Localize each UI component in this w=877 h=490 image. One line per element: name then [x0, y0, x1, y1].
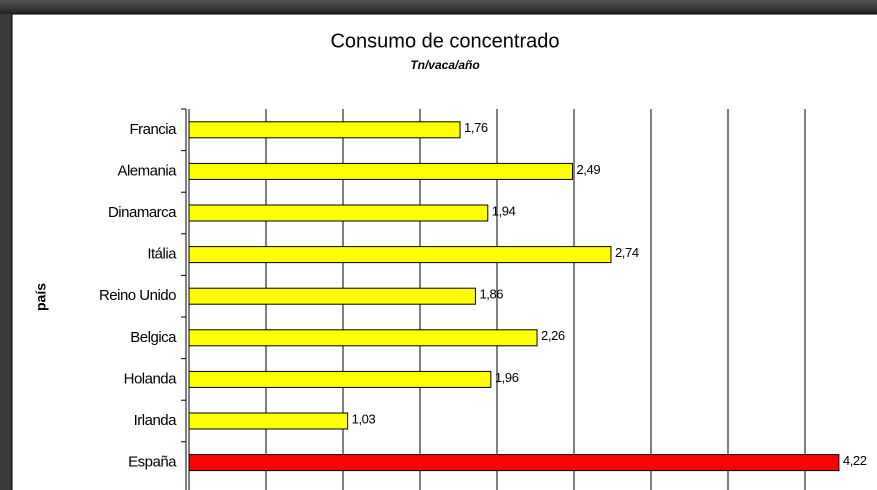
bar — [188, 162, 573, 180]
bar — [188, 204, 489, 222]
category-label: Belgica — [130, 329, 177, 346]
value-label: 1,03 — [352, 411, 376, 426]
value-label: 2,49 — [576, 162, 600, 177]
value-label: 4,22 — [843, 453, 867, 468]
bar — [188, 454, 840, 472]
value-label: 1,86 — [479, 287, 503, 302]
value-label: 1,94 — [492, 203, 516, 218]
category-label: Francia — [129, 121, 177, 138]
bar — [188, 121, 461, 139]
bar — [188, 370, 492, 388]
category-label: Irlanda — [134, 412, 178, 429]
bar — [188, 412, 349, 430]
chart-title: Consumo de concentrado — [330, 30, 559, 52]
bar — [188, 287, 476, 305]
category-label: Alemania — [117, 162, 177, 179]
bar — [188, 329, 538, 347]
value-label: 2,26 — [541, 328, 565, 343]
category-label: Itália — [147, 246, 177, 263]
value-label: 1,96 — [495, 370, 519, 385]
category-label: Dinamarca — [108, 204, 177, 221]
category-label: España — [128, 454, 177, 471]
category-label: Holanda — [124, 370, 178, 387]
bar — [188, 246, 612, 264]
y-axis-label: país — [33, 283, 49, 311]
category-label: Reino Unido — [99, 287, 176, 304]
value-label: 2,74 — [615, 245, 639, 260]
window-frame — [0, 0, 877, 14]
chart-subtitle: Tn/vaca/año — [410, 58, 479, 72]
value-label: 1,76 — [464, 120, 488, 135]
